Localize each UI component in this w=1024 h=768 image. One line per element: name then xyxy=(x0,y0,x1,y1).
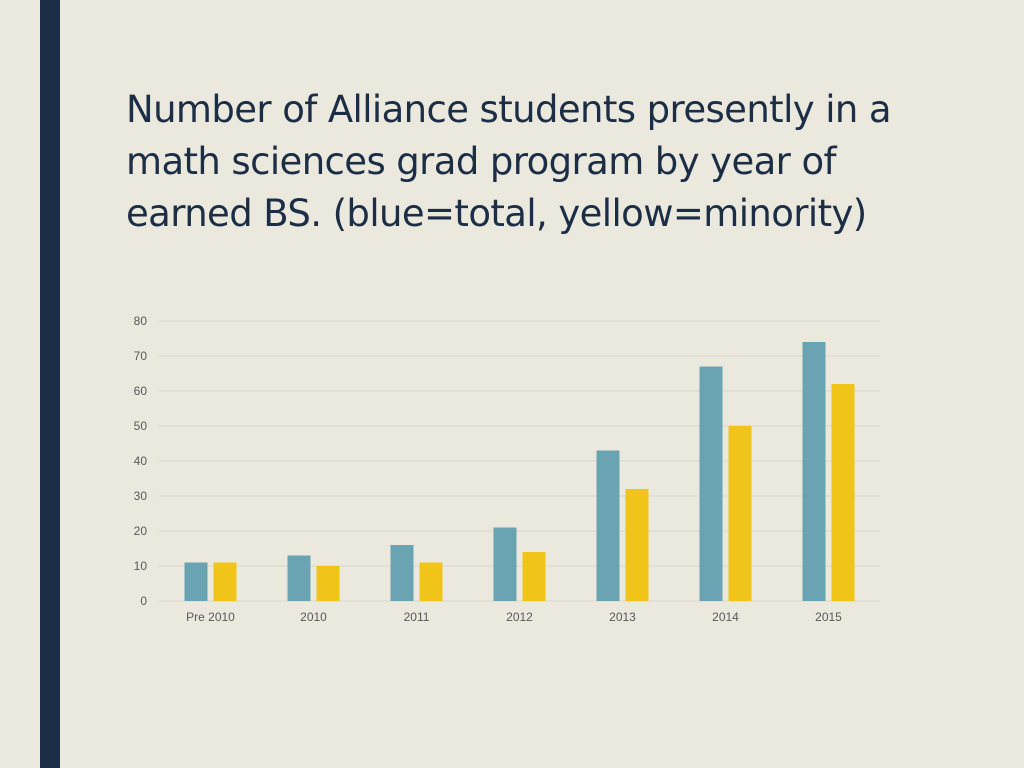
y-tick-label: 0 xyxy=(140,594,147,608)
bar-total-2010 xyxy=(287,555,311,601)
y-tick-label: 10 xyxy=(134,559,148,573)
bar-total-2012 xyxy=(493,527,517,601)
bar-total-2014 xyxy=(699,366,723,601)
x-tick-label: 2012 xyxy=(506,610,533,624)
bar-total-2013 xyxy=(596,450,620,601)
grid-layer xyxy=(159,320,880,602)
x-tick-label: 2014 xyxy=(712,610,739,624)
y-tick-label: 30 xyxy=(134,489,148,503)
bar-minority-2013 xyxy=(625,489,649,601)
bar-total-2011 xyxy=(390,545,414,601)
bar-minority-2014 xyxy=(728,426,752,601)
label-layer: 0 10 20 30 40 50 60 70 80 Pre 2010 2010 2011 2012 201… xyxy=(134,314,843,624)
y-tick-label: 60 xyxy=(134,384,148,398)
x-tick-label: Pre 2010 xyxy=(186,610,235,624)
bar-minority-2011 xyxy=(419,562,443,601)
y-tick-label: 20 xyxy=(134,524,148,538)
y-tick-label: 70 xyxy=(134,349,148,363)
y-tick-label: 50 xyxy=(134,419,148,433)
y-tick-label: 80 xyxy=(134,314,148,328)
bar-minority-2012 xyxy=(522,552,546,601)
x-tick-label: 2013 xyxy=(609,610,636,624)
bar-minority-2015 xyxy=(831,384,855,601)
slide-title: Number of Alliance students presently in… xyxy=(126,88,892,235)
x-tick-label: 2015 xyxy=(815,610,842,624)
side-accent-bar xyxy=(40,0,60,768)
x-tick-label: 2010 xyxy=(300,610,327,624)
x-tick-label: 2011 xyxy=(404,610,430,624)
bar-total-pre-2010 xyxy=(184,562,208,601)
y-tick-label: 40 xyxy=(134,454,148,468)
bar-layer xyxy=(184,342,855,601)
bar-minority-2010 xyxy=(316,566,340,601)
bar-minority-pre-2010 xyxy=(213,562,237,601)
bar-total-2015 xyxy=(802,342,826,601)
